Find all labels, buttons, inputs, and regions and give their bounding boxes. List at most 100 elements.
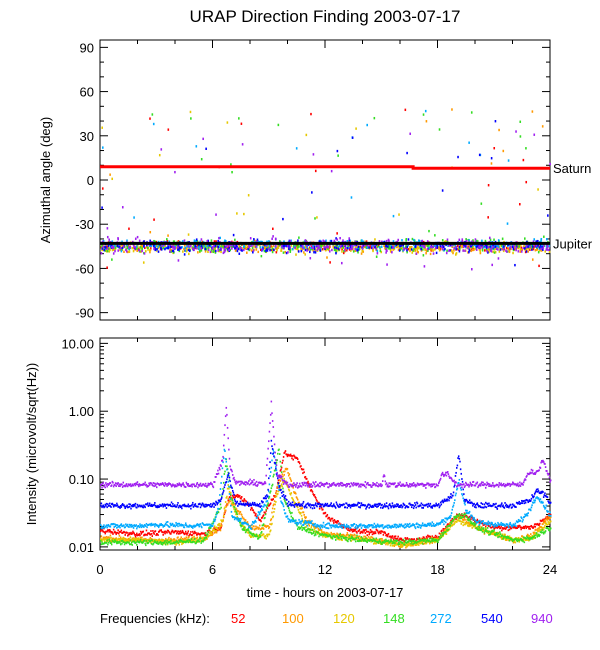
azimuth-point-540 <box>256 238 259 241</box>
azimuth-point-52 <box>493 147 496 150</box>
azimuth-point-940 <box>392 245 394 249</box>
azimuth-point-940 <box>195 247 198 250</box>
azimuth-point-148 <box>501 237 504 240</box>
azimuth-point-52 <box>538 264 540 268</box>
azimuth-point-52 <box>328 247 330 250</box>
intensity-point-52 <box>354 529 356 532</box>
intensity-point-120 <box>287 488 290 491</box>
intensity-point-148 <box>117 542 119 544</box>
intensity-point-148 <box>360 536 363 538</box>
intensity-point-52 <box>237 494 240 497</box>
azimuth-point-120 <box>217 247 220 251</box>
azimuth-point-100 <box>466 246 468 249</box>
azimuth-point-940 <box>268 247 270 250</box>
intensity-point-100 <box>221 524 223 527</box>
azimuth-point-540 <box>116 244 119 248</box>
intensity-point-52 <box>331 517 334 520</box>
intensity-point-120 <box>468 521 471 524</box>
intensity-point-148 <box>334 536 336 539</box>
intensity-point-100 <box>255 527 258 530</box>
intensity-point-148 <box>233 506 236 509</box>
intensity-point-148 <box>198 540 200 543</box>
azimuth-point-940 <box>230 243 233 247</box>
intensity-point-52 <box>533 523 536 526</box>
intensity-point-148 <box>107 543 109 546</box>
azimuth-point-148 <box>333 248 336 252</box>
azimuth-point-148 <box>446 249 448 252</box>
intensity-point-120 <box>456 521 458 523</box>
azimuth-point-540 <box>314 251 317 254</box>
azimuth-point-540 <box>313 248 316 251</box>
intensity-point-52 <box>532 526 535 529</box>
azimuth-point-940 <box>465 239 468 243</box>
azimuth-point-940 <box>351 247 354 250</box>
azimuth-point-52 <box>345 249 348 252</box>
azimuth-point-148 <box>422 248 424 251</box>
intensity-point-52 <box>142 530 144 533</box>
intensity-point-52 <box>190 531 192 533</box>
intensity-point-148 <box>152 543 154 546</box>
azimuth-point-100 <box>429 252 432 256</box>
azimuth-point-540 <box>313 251 315 254</box>
azimuth-point-540 <box>539 244 542 247</box>
intensity-point-52 <box>501 527 504 529</box>
azimuth-point-120 <box>495 247 497 250</box>
intensity-point-52 <box>548 513 550 516</box>
intensity-point-52 <box>146 534 148 536</box>
azimuth-point-120 <box>128 250 131 254</box>
azimuth-point-120 <box>474 247 476 251</box>
azimuth-point-272 <box>199 240 201 244</box>
azimuth-point-940 <box>271 237 273 241</box>
intensity-point-52 <box>386 535 388 538</box>
azimuth-point-148 <box>472 239 474 242</box>
azimuth-point-940 <box>513 245 515 248</box>
intensity-point-120 <box>162 539 164 541</box>
intensity-point-148 <box>372 537 375 540</box>
intensity-point-120 <box>298 511 301 514</box>
azimuth-point-148 <box>267 246 269 250</box>
intensity-point-120 <box>313 528 316 530</box>
intensity-point-100 <box>272 504 275 507</box>
azimuth-point-52 <box>407 248 410 251</box>
intensity-point-148 <box>178 539 181 542</box>
azimuth-point-120 <box>548 250 551 254</box>
azimuth-point-540 <box>406 249 408 252</box>
azimuth-point-100 <box>510 247 512 251</box>
azimuth-point-52 <box>149 117 151 120</box>
intensity-point-52 <box>508 528 511 531</box>
intensity-point-52 <box>112 533 114 535</box>
azimuth-point-120 <box>324 249 327 252</box>
intensity-point-120 <box>279 486 282 489</box>
intensity-point-52 <box>145 529 148 532</box>
intensity-point-148 <box>380 541 382 544</box>
intensity-point-100 <box>532 531 535 534</box>
azimuth-point-272 <box>181 245 183 249</box>
intensity-point-100 <box>296 497 298 500</box>
intensity-point-52 <box>367 530 370 533</box>
intensity-point-52 <box>100 530 102 533</box>
azimuth-point-540 <box>420 248 422 251</box>
azimuth-point-272 <box>224 239 226 242</box>
azimuth-point-148 <box>256 243 259 247</box>
azimuth-point-272 <box>224 240 227 243</box>
intensity-point-52 <box>333 519 336 521</box>
azimuth-point-272 <box>362 240 365 243</box>
intensity-point-100 <box>309 519 311 522</box>
intensity-point-52 <box>239 495 241 497</box>
azimuth-point-540 <box>156 247 158 251</box>
azimuth-point-100 <box>265 248 267 251</box>
azimuth-point-540 <box>273 248 275 252</box>
intensity-point-120 <box>110 536 112 539</box>
intensity-point-120 <box>463 521 465 524</box>
intensity-point-52 <box>291 457 293 460</box>
azimuth-point-148 <box>136 247 138 250</box>
intensity-point-148 <box>408 539 410 542</box>
azimuth-point-540 <box>297 239 299 242</box>
chart-title: URAP Direction Finding 2003-07-17 <box>190 7 461 26</box>
intensity-point-52 <box>178 530 181 533</box>
azimuth-point-940 <box>212 245 214 249</box>
intensity-point-52 <box>528 525 531 528</box>
intensity-point-148 <box>251 533 253 536</box>
intensity-point-120 <box>224 501 227 503</box>
